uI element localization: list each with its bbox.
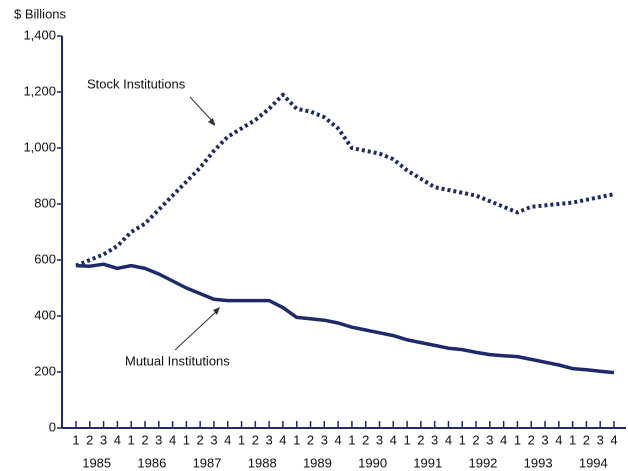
- x-tick-label: 2: [141, 432, 148, 447]
- x-tick-label: 4: [279, 432, 286, 447]
- year-label: 1994: [579, 455, 608, 470]
- x-tick-label: 1: [459, 432, 466, 447]
- series-annotation: Mutual Institutions: [125, 353, 230, 368]
- x-tick-label: 3: [155, 432, 162, 447]
- x-tick-label: 2: [472, 432, 479, 447]
- x-tick-label: 4: [334, 432, 341, 447]
- x-tick-label: 3: [321, 432, 328, 447]
- series-annotation: Stock Institutions: [87, 76, 186, 91]
- x-tick-label: 1: [293, 432, 300, 447]
- y-tick-label: 1,000: [23, 139, 56, 154]
- y-tick-label: 1,200: [23, 83, 56, 98]
- x-tick-label: 1: [514, 432, 521, 447]
- annotation-arrow: [174, 309, 219, 351]
- x-tick-label: 2: [197, 432, 204, 447]
- x-tick-label: 3: [376, 432, 383, 447]
- x-tick-label: 4: [555, 432, 562, 447]
- y-tick-label: 600: [34, 251, 56, 266]
- x-tick-label: 2: [252, 432, 259, 447]
- year-label: 1986: [137, 455, 166, 470]
- x-tick-label: 4: [500, 432, 507, 447]
- arrow-head: [208, 118, 215, 126]
- x-tick-label: 2: [362, 432, 369, 447]
- y-tick-label: 200: [34, 363, 56, 378]
- x-tick-label: 1: [238, 432, 245, 447]
- series-line: [75, 92, 615, 268]
- x-tick-label: 1: [569, 432, 576, 447]
- x-tick-label: 1: [128, 432, 135, 447]
- x-tick-label: 2: [583, 432, 590, 447]
- x-tick-label: 4: [390, 432, 397, 447]
- year-label: 1985: [82, 455, 111, 470]
- annotation-arrow: [189, 96, 216, 125]
- x-tick-label: 2: [417, 432, 424, 447]
- x-tick-label: 3: [431, 432, 438, 447]
- year-label: 1993: [524, 455, 553, 470]
- y-tick-label: 0: [49, 419, 56, 434]
- x-tick-label: 3: [266, 432, 273, 447]
- year-label: 1990: [358, 455, 387, 470]
- x-tick-label: 2: [528, 432, 535, 447]
- x-tick-label: 4: [224, 432, 231, 447]
- arrow-head: [213, 307, 220, 315]
- year-label: 1989: [303, 455, 332, 470]
- x-tick-label: 1: [348, 432, 355, 447]
- x-tick-label: 4: [610, 432, 617, 447]
- y-axis-label: $ Billions: [14, 6, 67, 21]
- x-tick-label: 3: [100, 432, 107, 447]
- x-tick-label: 4: [445, 432, 452, 447]
- x-tick-label: 3: [486, 432, 493, 447]
- y-tick-label: 1,400: [23, 27, 56, 42]
- x-tick-label: 1: [72, 432, 79, 447]
- x-tick-label: 3: [541, 432, 548, 447]
- year-label: 1988: [248, 455, 277, 470]
- x-tick-label: 2: [307, 432, 314, 447]
- x-tick-label: 3: [210, 432, 217, 447]
- x-tick-label: 2: [86, 432, 93, 447]
- year-label: 1991: [413, 455, 442, 470]
- year-label: 1987: [193, 455, 222, 470]
- x-tick-label: 1: [403, 432, 410, 447]
- x-tick-label: 3: [597, 432, 604, 447]
- series-line: [75, 262, 615, 375]
- x-tick-label: 1: [183, 432, 190, 447]
- x-tick-label: 4: [114, 432, 121, 447]
- x-tick-label: 4: [169, 432, 176, 447]
- y-tick-label: 800: [34, 195, 56, 210]
- year-label: 1992: [468, 455, 497, 470]
- y-tick-label: 400: [34, 307, 56, 322]
